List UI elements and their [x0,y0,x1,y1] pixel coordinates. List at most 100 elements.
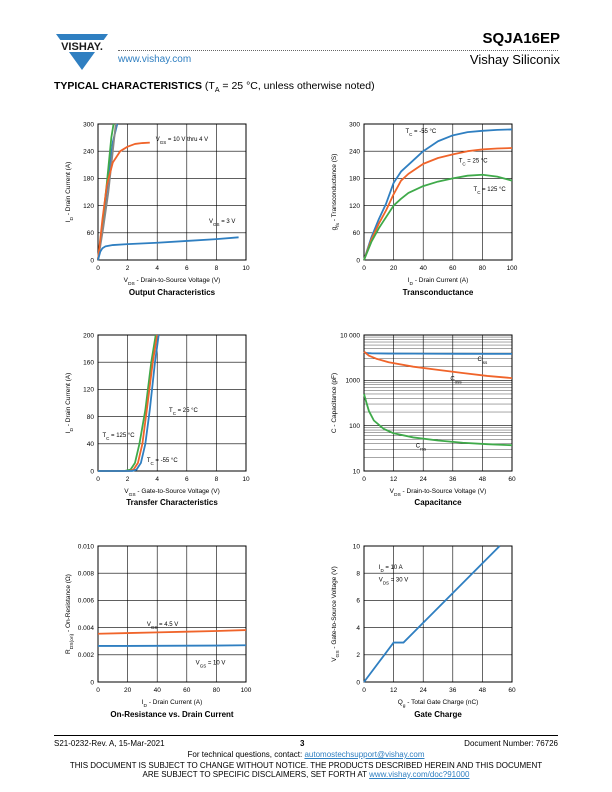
output-y-tick: 240 [83,149,94,156]
onres-y-tick: 0.010 [78,543,95,550]
vishay-logo: VISHAY. [54,30,110,77]
output-x-tick: 6 [185,265,189,272]
output-x-tick: 8 [215,265,219,272]
footer-notice-1: THIS DOCUMENT IS SUBJECT TO CHANGE WITHO… [69,761,543,770]
output-y-tick: 120 [83,203,94,210]
capacitance-annotation-0: Ciss [477,357,488,365]
on-resistance-chart: 0 20 40 60 80 100 0 0.002 0.004 0.006 0.008 0.010 ID… [60,538,252,708]
transfer-x-axis-label: VGS - Gate-to-Source Voltage (V) [124,488,220,498]
capacitance-x-tick: 12 [390,476,398,483]
output-annotation-0: VGS = 10 V thru 4 V [156,137,208,145]
transfer-y-tick: 0 [90,468,94,475]
output-series-3 [97,141,150,261]
section-heading: TYPICAL CHARACTERISTICS (TA = 25 °C, unl… [54,80,375,94]
footer-rule [54,735,558,736]
transfer-annotation-1: TC = 125 °C [102,433,135,441]
transconductance-x-axis-label: ID - Drain Current (A) [408,277,469,287]
onres-x-tick: 100 [241,687,252,694]
transfer-grid [97,334,247,472]
gate-x-tick: 60 [508,687,516,694]
gate-x-tick: 0 [362,687,366,694]
transfer-svg: 0 2 4 6 8 10 0 40 80 120 160 200 VGS - Gate-to-Sourc… [65,332,250,497]
transconductance-x-tick: 60 [449,265,457,272]
footer-notice-2-text: ARE SUBJECT TO SPECIFIC DISCLAIMERS, SET… [142,770,370,779]
transconductance-series-2 [363,173,513,261]
output-y-tick: 0 [90,257,94,264]
onres-x-tick: 80 [213,687,221,694]
output-y-axis-label: ID - Drain Current (A) [65,162,75,223]
transfer-y-tick: 80 [87,414,95,421]
transfer-y-tick: 160 [83,360,94,367]
gate-y-tick: 6 [356,598,360,605]
output-grid [97,123,247,261]
onres-x-tick: 40 [154,687,162,694]
output-characteristics-chart: 0 2 4 6 8 10 0 60 120 180 240 300 VDS - Drain-to-Sou… [60,116,250,286]
transconductance-x-tick: 40 [420,265,428,272]
onres-svg: 0 20 40 60 80 100 0 0.002 0.004 0.006 0.008 0.010 ID… [65,543,252,708]
transconductance-svg: 0 20 40 60 80 100 0 60 120 180 240 300 ID - Drain Cu… [331,121,518,286]
onres-y-tick: 0 [90,679,94,686]
footer-contact-label: For technical questions, contact: [187,750,305,759]
transfer-x-tick: 0 [96,476,100,483]
onres-y-tick: 0.006 [78,598,95,605]
gate-y-tick: 0 [356,679,360,686]
onres-series-1 [98,644,247,647]
gate-x-tick: 12 [390,687,398,694]
output-series-2 [97,123,117,261]
capacitance-y-tick: 10 [353,468,361,475]
output-x-tick: 10 [242,265,250,272]
transconductance-annotation-0: TC = -55 °C [405,129,436,137]
transconductance-series-0 [363,128,513,261]
transfer-x-tick: 8 [215,476,219,483]
output-y-tick: 180 [83,176,94,183]
transfer-y-tick: 120 [83,387,94,394]
transconductance-x-tick: 100 [507,265,518,272]
transfer-x-tick: 6 [185,476,189,483]
capacitance-x-axis-label: VDS - Drain-to-Source Voltage (V) [390,488,487,498]
footer-contact-email[interactable]: automostechsupport@vishay.com [304,750,425,759]
transconductance-x-tick: 0 [362,265,366,272]
transconductance-x-tick: 80 [479,265,487,272]
gate-y-axis-label: VGS - Gate-to-Source Voltage (V) [331,566,341,662]
onres-annotation-0: VGS = 4.5 V [147,622,178,630]
footer-disclaimer-link[interactable]: www.vishay.com/doc?91000 [369,770,470,779]
capacitance-svg: 0 12 24 36 48 60 10 100 1000 10 000 VDS - Drain-to… [331,332,516,497]
transconductance-y-tick: 180 [349,176,360,183]
transfer-x-tick: 2 [126,476,130,483]
capacitance-chart: 0 12 24 36 48 60 10 100 1000 10 000 VDS - Drain-to… [326,327,516,497]
transconductance-y-tick: 0 [356,257,360,264]
header-rule [118,50,558,51]
part-number: SQJA16EP [482,30,560,47]
capacitance-x-tick: 48 [479,476,487,483]
capacitance-y-tick: 10 000 [340,332,360,339]
output-x-tick: 2 [126,265,130,272]
section-title: TYPICAL CHARACTERISTICS [54,80,202,92]
transfer-y-tick: 200 [83,332,94,339]
gate-charge-chart: 0 12 24 36 48 60 0 2 4 6 8 10 Qg - Total Gate Charge… [326,538,516,708]
brand-text: VISHAY. [61,41,103,53]
transconductance-y-axis-label: gfs - Transconductance (S) [331,154,341,231]
transconductance-x-tick: 20 [390,265,398,272]
transconductance-caption: Transconductance [402,288,474,297]
gate-y-tick: 4 [356,625,360,632]
output-characteristics-caption: Output Characteristics [128,288,216,297]
footer-revision: S21-0232-Rev. A, 15-Mar-2021 [54,739,165,748]
gate-x-tick: 24 [420,687,428,694]
transconductance-series-1 [363,147,513,261]
onres-x-tick: 20 [124,687,132,694]
transfer-characteristics-chart: 0 2 4 6 8 10 0 40 80 120 160 200 VGS - Gate-to-Sourc… [60,327,250,497]
onres-annotation-1: VGS = 10 V [196,660,226,668]
footer-page-number: 3 [300,739,305,748]
capacitance-y-tick: 100 [349,423,360,430]
section-conditions: (TA = 25 °C, unless otherwise noted) [204,80,375,95]
onres-y-tick: 0.004 [78,625,95,632]
output-y-tick: 300 [83,121,94,128]
output-series-4 [97,236,239,261]
gate-x-tick: 36 [449,687,457,694]
capacitance-y-axis-label: C - Capacitance (pF) [331,373,338,433]
capacitance-x-tick: 60 [508,476,516,483]
capacitance-y-tick: 1000 [346,378,361,385]
website-link[interactable]: www.vishay.com [118,54,192,65]
transconductance-y-tick: 300 [349,121,360,128]
